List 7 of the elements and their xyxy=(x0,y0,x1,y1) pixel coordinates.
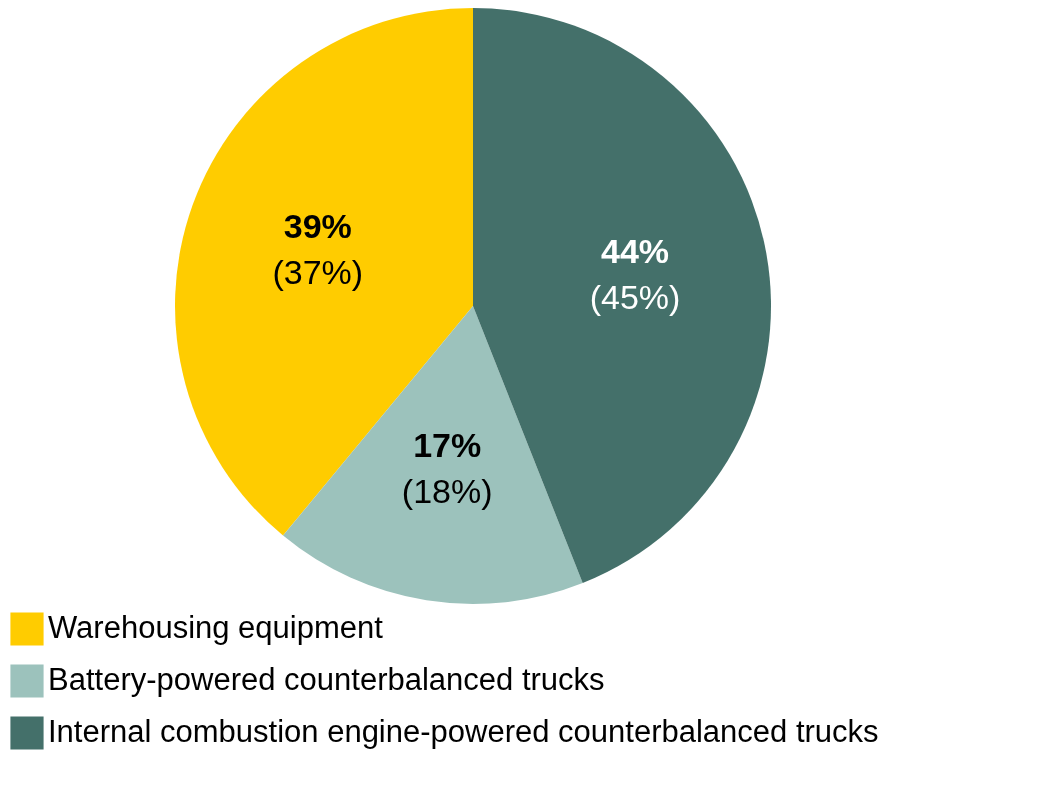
legend-label: Battery-powered counterbalanced trucks xyxy=(48,662,605,697)
legend-label: Warehousing equipment xyxy=(48,610,384,645)
legend-label: Internal combustion engine-powered counterbalanced trucks xyxy=(48,714,879,749)
text: 17% (18%) xyxy=(401,425,493,510)
text: 44% (45%) xyxy=(589,232,681,317)
text: 39% (37%) xyxy=(272,207,364,292)
pie-slice xyxy=(283,306,583,604)
